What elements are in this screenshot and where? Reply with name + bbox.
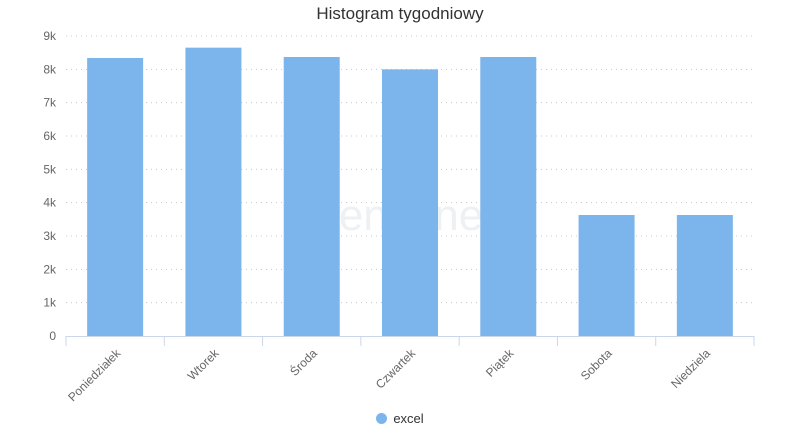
bar-0[interactable] [87, 58, 144, 336]
y-tick-label: 5k [43, 162, 57, 176]
y-tick-label: 6k [43, 129, 57, 143]
legend: excel [0, 411, 800, 426]
x-tick-label: Środa [287, 345, 320, 378]
bar-2[interactable] [283, 57, 340, 336]
y-tick-label: 9k [43, 29, 57, 43]
x-tick-label: Sobota [578, 346, 615, 383]
y-tick-label: 8k [43, 62, 57, 76]
y-tick-label: 3k [43, 229, 57, 243]
x-tick-label: Czwartek [373, 346, 419, 392]
x-tick-label: Wtorek [185, 346, 222, 383]
y-tick-label: 4k [43, 196, 57, 210]
x-tick-label: Niedziela [668, 346, 713, 391]
y-tick-label: 1k [43, 296, 57, 310]
bar-5[interactable] [578, 215, 635, 336]
bar-6[interactable] [676, 215, 733, 336]
y-tick-label: 7k [43, 96, 57, 110]
x-tick-label: Poniedziałek [65, 346, 124, 405]
bar-1[interactable] [185, 47, 242, 337]
bar-4[interactable] [480, 57, 537, 336]
chart-title: Histogram tygodniowy [316, 4, 484, 23]
y-tick-label: 2k [43, 262, 57, 276]
y-tick-label: 0 [49, 329, 56, 343]
legend-label: excel [393, 411, 424, 426]
x-tick-label: Piątek [483, 346, 517, 380]
legend-item-excel[interactable]: excel [376, 411, 424, 426]
legend-marker [376, 413, 388, 424]
bar-3[interactable] [382, 69, 438, 336]
